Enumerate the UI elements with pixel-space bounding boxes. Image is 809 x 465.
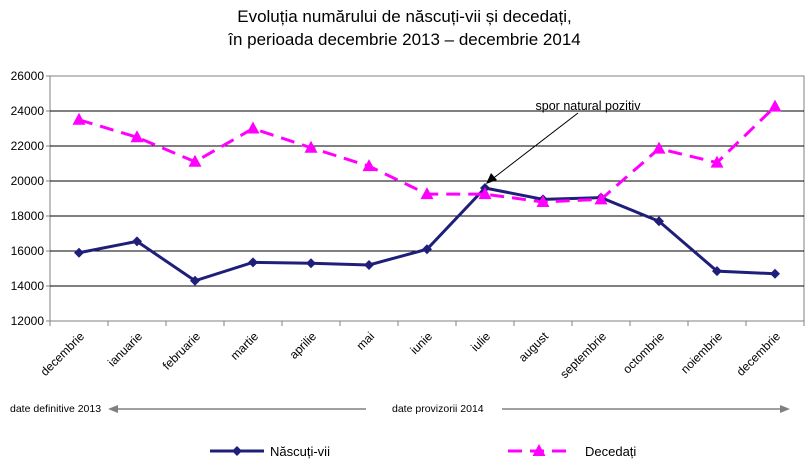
x-tick-label: mai (354, 329, 378, 353)
y-tick-label: 16000 (11, 244, 45, 258)
data-point (420, 187, 434, 200)
x-tick-label: iunie (407, 329, 435, 357)
data-point (74, 247, 84, 258)
legend-label-1: Născuți-vii (270, 444, 330, 459)
period-label-left: date definitive 2013 (10, 403, 101, 415)
period-arrow-right-head (780, 405, 790, 413)
y-tick-label: 14000 (11, 279, 45, 293)
data-point (248, 257, 258, 268)
annotation-label: spor natural pozitiv (536, 99, 642, 113)
period-label-right: date provizorii 2014 (392, 403, 484, 415)
data-point (246, 121, 260, 134)
chart-title: Evoluția numărului de născuți-vii și dec… (237, 7, 572, 26)
legend-marker-1 (232, 446, 242, 456)
legend-label-2: Decedați (585, 444, 636, 459)
data-point (130, 130, 144, 143)
data-point (478, 187, 492, 200)
data-point (188, 154, 202, 167)
x-tick-label: august (516, 329, 552, 365)
data-point (72, 112, 86, 125)
x-tick-label: iulie (468, 329, 493, 354)
x-tick-label: ianuarie (105, 329, 145, 369)
data-point (768, 99, 782, 112)
data-point (364, 260, 374, 270)
data-point (304, 140, 318, 153)
period-arrow-left-head (108, 405, 118, 413)
chart-subtitle: în perioada decembrie 2013 – decembrie 2… (228, 30, 581, 49)
x-tick-label: noiembrie (678, 329, 725, 376)
x-tick-label: decembrie (734, 329, 784, 379)
data-point (422, 244, 432, 255)
data-point (306, 258, 316, 269)
x-tick-label: februarie (160, 329, 204, 373)
data-point (536, 195, 550, 207)
data-point (132, 236, 142, 247)
series-line-1 (78, 186, 776, 283)
data-point (594, 192, 608, 205)
annotation-arrow-line (490, 112, 579, 181)
legend-marker-2 (532, 444, 546, 456)
x-tick-label: martie (228, 329, 262, 363)
data-point (362, 159, 376, 172)
x-tick-label: decembrie (38, 329, 88, 379)
y-tick-label: 24000 (11, 104, 45, 118)
annotation-arrowhead (486, 173, 497, 184)
data-point (770, 268, 780, 279)
data-point (190, 275, 200, 286)
plot-area (49, 75, 805, 322)
data-point (654, 216, 664, 227)
data-point (712, 266, 722, 277)
y-tick-label: 20000 (11, 174, 45, 188)
y-tick-label: 22000 (11, 139, 45, 153)
data-point (652, 141, 666, 154)
x-tick-label: septembrie (557, 329, 609, 381)
x-tick-label: aprilie (287, 329, 320, 362)
y-tick-label: 26000 (11, 69, 45, 83)
x-tick-label: octombrie (620, 329, 667, 376)
y-tick-label: 18000 (11, 209, 45, 223)
data-point (710, 155, 724, 168)
y-tick-label: 12000 (11, 314, 45, 328)
